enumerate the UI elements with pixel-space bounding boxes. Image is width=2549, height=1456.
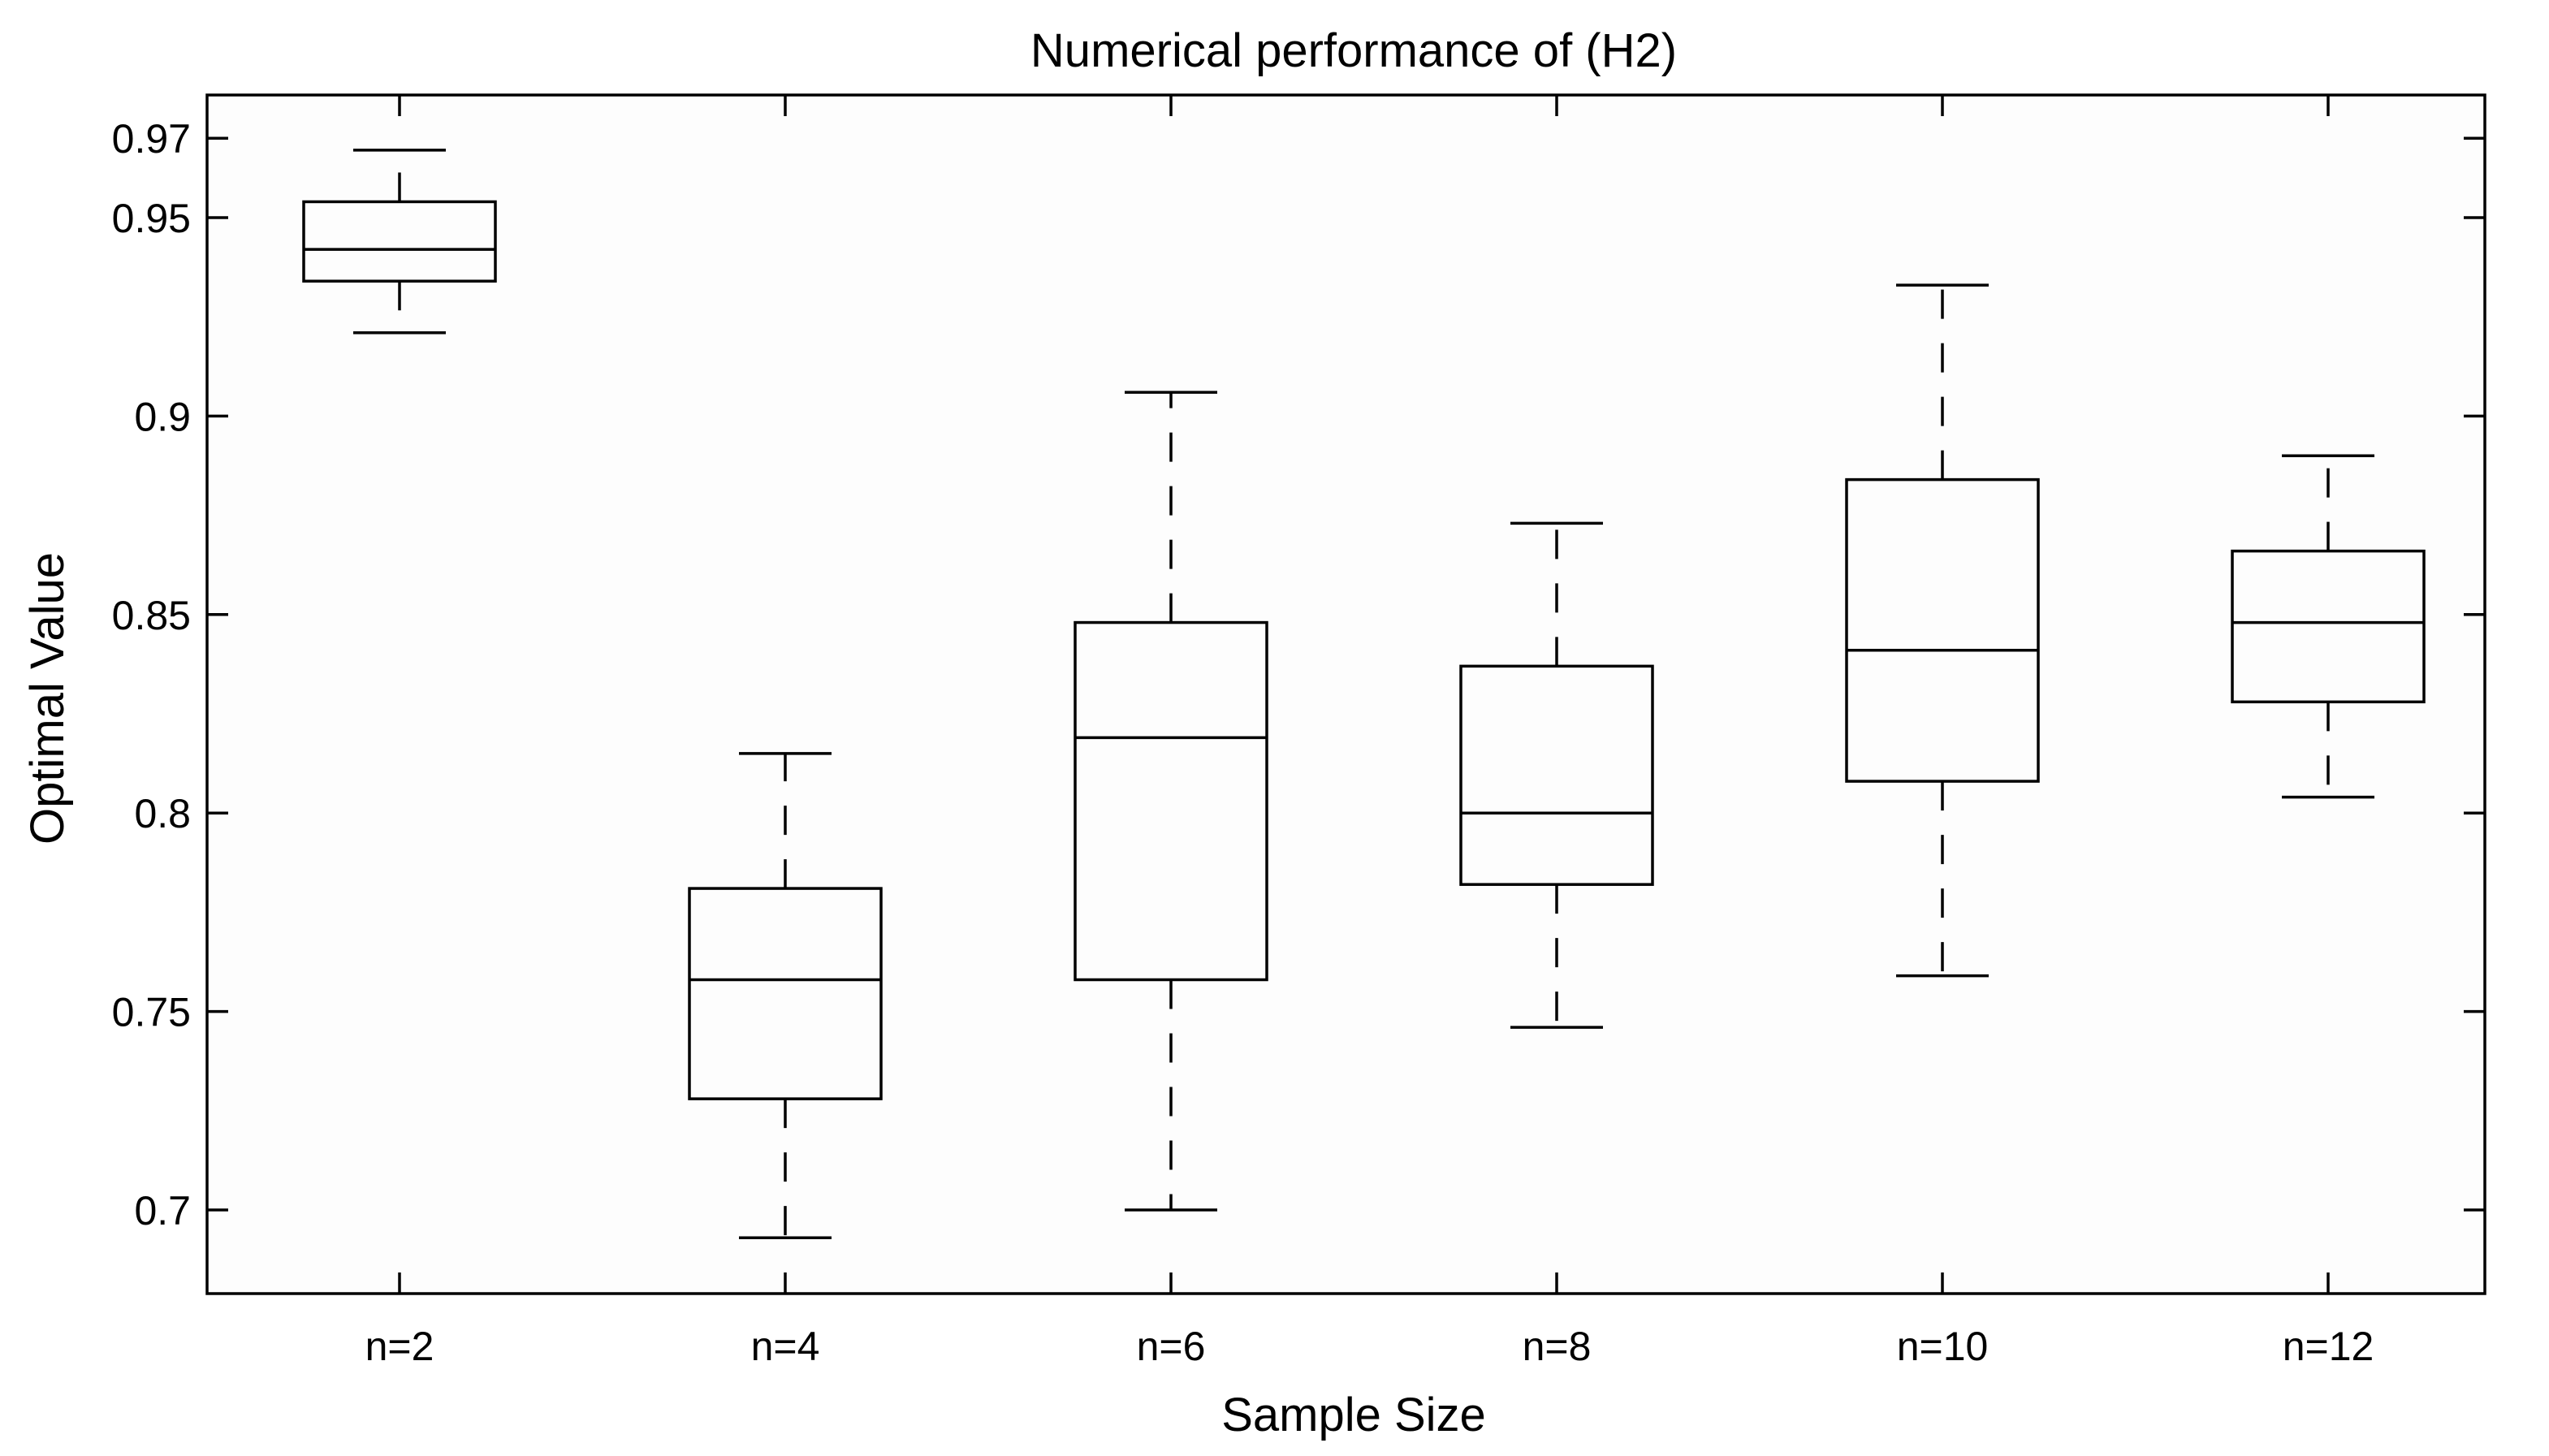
y-tick-label: 0.7 <box>134 1188 191 1233</box>
interquartile-box <box>688 887 883 1100</box>
x-tick-label: n=10 <box>1897 1324 1989 1369</box>
y-axis-label: Optimal Value <box>21 552 74 845</box>
y-tick-label: 0.75 <box>112 990 191 1035</box>
box-n8 <box>1459 521 1654 1029</box>
x-axis: n=2 n=4 n=6 n=8 n=10 n=12 <box>365 95 2374 1369</box>
box-series <box>302 149 2426 1239</box>
x-axis-label: Sample Size <box>1221 1389 1486 1441</box>
chart-title: Numerical performance of (H2) <box>1030 24 1677 77</box>
y-axis: 0.7 0.75 0.8 0.85 0.9 0.95 0.97 <box>112 116 2485 1233</box>
interquartile-box <box>2231 549 2426 704</box>
y-tick-label: 0.8 <box>134 791 191 836</box>
box-n10 <box>1845 283 2040 978</box>
y-tick-label: 0.97 <box>112 116 191 162</box>
y-tick-label: 0.95 <box>112 196 191 241</box>
x-tick-label: n=4 <box>751 1324 820 1369</box>
box-n4 <box>688 752 883 1239</box>
x-tick-label: n=8 <box>1523 1324 1592 1369</box>
x-tick-label: n=12 <box>2283 1324 2374 1369</box>
box-n6 <box>1074 391 1268 1212</box>
y-tick-label: 0.85 <box>112 593 191 638</box>
plot-area-frame <box>205 93 2486 1295</box>
x-tick-label: n=6 <box>1137 1324 1206 1369</box>
interquartile-box <box>1459 664 1654 886</box>
interquartile-box <box>302 200 497 283</box>
x-tick-label: n=2 <box>365 1324 434 1369</box>
box-n2 <box>302 149 497 335</box>
box-n12 <box>2231 454 2426 799</box>
interquartile-box <box>1845 477 2040 783</box>
y-tick-label: 0.9 <box>134 394 191 439</box>
interquartile-box <box>1074 620 1268 982</box>
